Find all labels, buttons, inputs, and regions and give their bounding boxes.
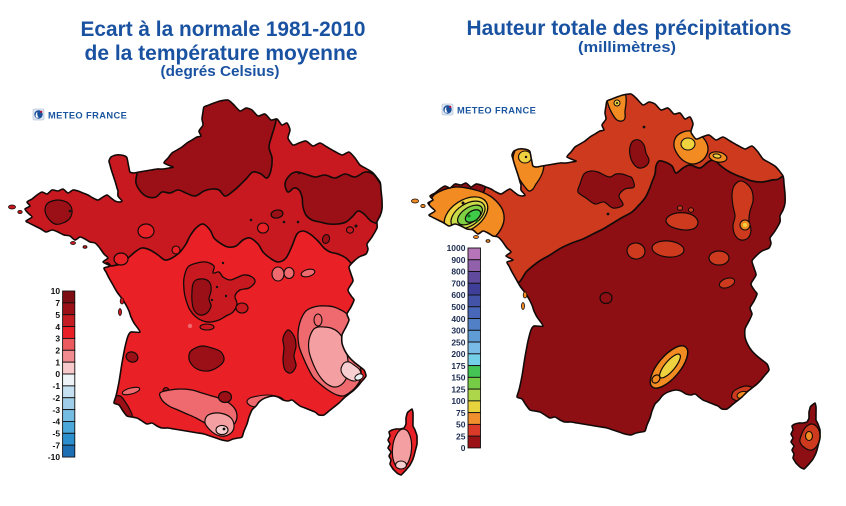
svg-text:de la température moyenne: de la température moyenne — [85, 42, 358, 65]
svg-text:400: 400 — [451, 314, 465, 324]
svg-text:300: 300 — [451, 326, 465, 336]
svg-text:-4: -4 — [53, 417, 61, 427]
svg-text:5: 5 — [55, 310, 60, 320]
svg-text:900: 900 — [451, 255, 465, 265]
svg-text:10: 10 — [51, 286, 61, 296]
svg-text:Hauteur totale des précipitati: Hauteur totale des précipitations — [467, 17, 792, 40]
svg-text:-2: -2 — [53, 393, 61, 403]
svg-text:200: 200 — [451, 349, 465, 359]
svg-text:125: 125 — [451, 384, 465, 394]
svg-text:25: 25 — [456, 431, 466, 441]
svg-text:2: 2 — [55, 346, 60, 356]
svg-text:800: 800 — [451, 267, 465, 277]
svg-text:50: 50 — [456, 420, 466, 430]
svg-text:1: 1 — [55, 357, 60, 367]
svg-text:1000: 1000 — [447, 243, 466, 253]
svg-text:500: 500 — [451, 302, 465, 312]
svg-text:100: 100 — [451, 396, 465, 406]
svg-text:0: 0 — [55, 369, 60, 379]
svg-text:250: 250 — [451, 337, 465, 347]
svg-text:Ecart à la normale 1981-2010: Ecart à la normale 1981-2010 — [81, 18, 366, 41]
svg-text:3: 3 — [55, 334, 60, 344]
svg-text:-10: -10 — [48, 452, 61, 462]
svg-text:METEO FRANCE: METEO FRANCE — [457, 106, 536, 116]
svg-text:(degrés Celsius): (degrés Celsius) — [161, 64, 280, 80]
svg-text:METEO FRANCE: METEO FRANCE — [48, 111, 127, 121]
svg-text:4: 4 — [55, 322, 60, 332]
svg-text:(millimètres): (millimètres) — [578, 40, 676, 56]
svg-text:150: 150 — [451, 373, 465, 383]
svg-text:600: 600 — [451, 290, 465, 300]
svg-text:700: 700 — [451, 278, 465, 288]
svg-text:-3: -3 — [53, 405, 61, 415]
svg-text:-1: -1 — [53, 381, 61, 391]
svg-text:-7: -7 — [53, 440, 61, 450]
svg-text:0: 0 — [461, 443, 466, 453]
svg-text:-5: -5 — [53, 429, 61, 439]
svg-text:7: 7 — [55, 298, 60, 308]
svg-text:75: 75 — [456, 408, 466, 418]
svg-text:175: 175 — [451, 361, 465, 371]
